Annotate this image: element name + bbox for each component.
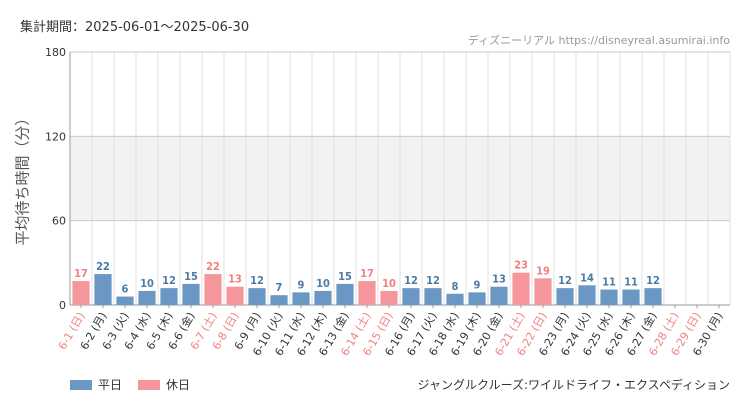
data-label: 9 bbox=[298, 278, 305, 291]
bar bbox=[94, 274, 112, 305]
data-label: 11 bbox=[602, 276, 616, 289]
legend-label-holiday: 休日 bbox=[166, 378, 191, 392]
data-label: 23 bbox=[514, 259, 528, 272]
data-label: 17 bbox=[360, 267, 374, 280]
data-label: 7 bbox=[276, 281, 283, 294]
data-label: 12 bbox=[558, 274, 572, 287]
y-tick-label: 120 bbox=[45, 130, 66, 143]
data-label: 12 bbox=[646, 274, 660, 287]
bar bbox=[314, 290, 332, 305]
bar bbox=[600, 289, 618, 305]
bar bbox=[204, 274, 222, 305]
bar bbox=[116, 296, 134, 305]
data-label: 9 bbox=[474, 278, 481, 291]
bar bbox=[380, 290, 398, 305]
bar bbox=[424, 288, 442, 305]
legend-swatch-weekday bbox=[70, 379, 92, 390]
bar bbox=[468, 292, 486, 305]
period-label: 集計期間：2025-06-01～2025-06-30 bbox=[20, 20, 250, 35]
data-label: 13 bbox=[228, 273, 242, 286]
data-label: 12 bbox=[250, 274, 264, 287]
data-label: 22 bbox=[96, 260, 110, 273]
data-label: 14 bbox=[580, 271, 594, 284]
bar bbox=[292, 292, 310, 305]
data-label: 15 bbox=[184, 270, 198, 283]
bar bbox=[226, 286, 244, 305]
bar bbox=[72, 281, 90, 305]
data-label: 12 bbox=[162, 274, 176, 287]
bar bbox=[578, 285, 596, 305]
bar bbox=[644, 288, 662, 305]
legend-item-weekday: 平日 bbox=[70, 376, 122, 393]
legend-swatch-holiday bbox=[138, 379, 161, 390]
data-label: 8 bbox=[452, 280, 459, 293]
data-label: 19 bbox=[536, 264, 550, 277]
bar bbox=[512, 272, 530, 305]
data-label: 11 bbox=[624, 276, 638, 289]
legend-label-weekday: 平日 bbox=[98, 378, 123, 392]
bar bbox=[160, 288, 178, 305]
data-label: 13 bbox=[492, 273, 506, 286]
y-tick-label: 180 bbox=[45, 46, 66, 59]
attraction-name: ジャングルクルーズ:ワイルドライフ・エクスペディション bbox=[417, 378, 730, 392]
data-label: 17 bbox=[74, 267, 88, 280]
site-credit: ディズニーリアル https://disneyreal.asumirai.inf… bbox=[467, 34, 730, 47]
data-label: 15 bbox=[338, 270, 352, 283]
bar bbox=[402, 288, 420, 305]
data-label: 10 bbox=[382, 277, 396, 290]
bar bbox=[446, 293, 464, 305]
bar bbox=[490, 286, 508, 305]
bar bbox=[138, 290, 156, 305]
bar bbox=[270, 295, 288, 305]
data-label: 12 bbox=[426, 274, 440, 287]
data-label: 6 bbox=[122, 283, 129, 296]
y-tick-label: 0 bbox=[59, 299, 66, 312]
data-label: 10 bbox=[140, 277, 154, 290]
bar bbox=[336, 283, 354, 305]
y-tick-label: 60 bbox=[52, 215, 66, 228]
legend-item-holiday: 休日 bbox=[138, 376, 190, 393]
legend: 平日 休日 bbox=[70, 376, 190, 393]
bar bbox=[622, 289, 640, 305]
bar bbox=[248, 288, 266, 305]
data-label: 10 bbox=[316, 277, 330, 290]
data-label: 22 bbox=[206, 260, 220, 273]
data-label: 12 bbox=[404, 274, 418, 287]
bar bbox=[358, 281, 376, 305]
bar bbox=[556, 288, 574, 305]
bar bbox=[182, 283, 200, 305]
bar bbox=[534, 278, 552, 305]
